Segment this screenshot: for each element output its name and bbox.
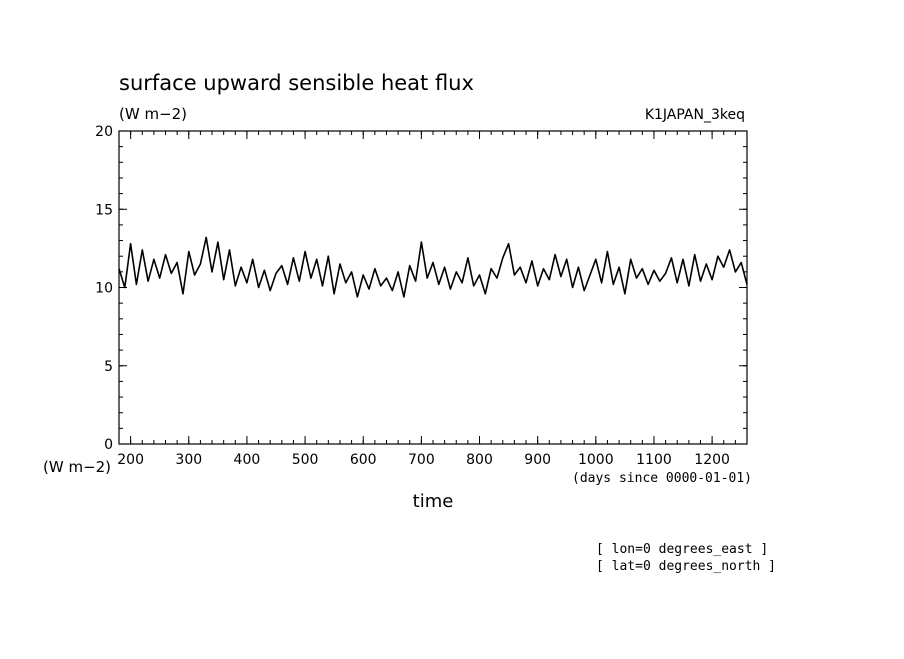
x-tick-label: 900	[524, 452, 551, 468]
x-tick-label: 300	[175, 452, 202, 468]
run-label: K1JAPAN_3keq	[645, 107, 745, 123]
y-axis-label: (W m−2)	[43, 458, 111, 476]
x-tick-label: 700	[408, 452, 435, 468]
x-tick-label: 1100	[636, 452, 672, 468]
chart-title: surface upward sensible heat flux	[119, 71, 474, 95]
lat-annotation: [ lat=0 degrees_north ]	[596, 559, 776, 574]
y-tick-label: 20	[95, 124, 113, 140]
lon-annotation: [ lon=0 degrees_east ]	[596, 542, 768, 557]
x-tick-label: 800	[466, 452, 493, 468]
series-line	[118, 236, 748, 298]
plot-frame	[118, 130, 748, 445]
x-tick-label: 400	[234, 452, 261, 468]
x-tick-label: 500	[292, 452, 319, 468]
x-axis-title: time	[413, 491, 454, 512]
y-tick-label: 10	[95, 281, 113, 297]
x-axis: 200 300 400 500 600 700 800 900 1000 1100 1200	[117, 131, 730, 468]
x-tick-label: 1200	[694, 452, 730, 468]
y-minor-ticks	[119, 130, 747, 445]
x-tick-label: 600	[350, 452, 377, 468]
y-axis: 0 5 10 15 20	[95, 124, 747, 453]
y-tick-label: 0	[104, 437, 113, 453]
x-minor-ticks	[118, 131, 748, 444]
y-tick-label: 15	[95, 202, 113, 218]
y-tick-label: 5	[104, 359, 113, 375]
x-units-label: (days since 0000-01-01)	[572, 471, 752, 486]
units-label: (W m−2)	[119, 105, 187, 123]
x-tick-label: 200	[117, 452, 144, 468]
x-tick-label: 1000	[578, 452, 614, 468]
